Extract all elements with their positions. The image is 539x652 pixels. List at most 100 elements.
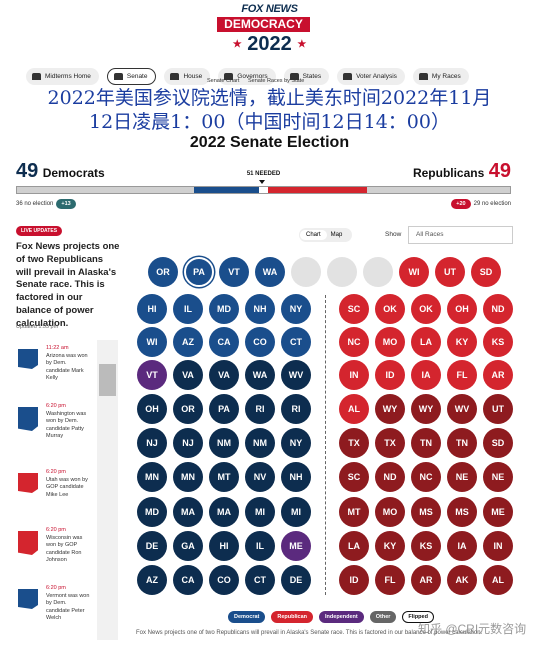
seat: MO xyxy=(375,327,405,357)
feed-text: 6:20 pm Utah was won by GOP candidate Mik… xyxy=(46,469,90,499)
legend: Democrat Republican Independent Other Flippe… xyxy=(228,611,434,623)
legend-item: Independent xyxy=(319,611,364,623)
seat: WV xyxy=(447,394,477,424)
tab-label[interactable]: Midterms Home xyxy=(45,73,91,80)
nav-tab[interactable]: My Races xyxy=(412,68,469,85)
nav: Midterms Home Senate House Governors States V… xyxy=(26,68,469,85)
seat: WI xyxy=(137,327,167,357)
seat: MT xyxy=(339,497,369,527)
right-gain: +20 xyxy=(451,199,471,209)
tab-label[interactable]: States xyxy=(302,73,322,80)
seat: VA xyxy=(209,360,239,390)
seat: LA xyxy=(411,327,441,357)
tab-icon xyxy=(418,73,428,80)
seat: IA xyxy=(411,360,441,390)
bar-segment xyxy=(367,187,510,193)
seat: CO xyxy=(245,327,275,357)
seat: NE xyxy=(483,462,513,492)
seat: PA xyxy=(209,394,239,424)
seat: NJ xyxy=(173,428,203,458)
seat: MS xyxy=(411,497,441,527)
dem-total: 49 Democrats xyxy=(16,160,105,183)
seat: KS xyxy=(483,327,513,357)
tab-icon xyxy=(113,73,123,80)
seat: DE xyxy=(137,531,167,561)
brand: FOX NEWS xyxy=(241,3,298,15)
seat: CA xyxy=(173,565,203,595)
seat: TN xyxy=(411,428,441,458)
seat: IA xyxy=(447,531,477,561)
tab-label[interactable]: Senate xyxy=(126,73,148,80)
brand-year-row: ★ 2022 ★ xyxy=(0,33,539,56)
seat: AL xyxy=(483,565,513,595)
show-label: Show xyxy=(385,231,402,238)
seat: IL xyxy=(173,294,203,324)
title: 2022 Senate Election xyxy=(189,134,350,151)
seat: WA xyxy=(245,360,275,390)
legend-item: Other xyxy=(369,611,397,623)
seat: CA xyxy=(209,327,239,357)
nav-tab[interactable]: Voter Analysis xyxy=(337,68,405,85)
show-select[interactable]: All Races xyxy=(408,226,513,244)
seat xyxy=(363,257,393,287)
tab-label[interactable]: Governors xyxy=(237,73,268,80)
feed-body: Utah was won by GOP candidate Mike Lee xyxy=(46,476,88,498)
seat: SC xyxy=(339,462,369,492)
seat: LA xyxy=(339,531,369,561)
feed-time: 6:20 pm xyxy=(46,585,66,591)
nav-tab[interactable]: Senate xyxy=(106,68,157,85)
seat xyxy=(291,257,321,287)
seat: NH xyxy=(245,294,275,324)
seat: RI xyxy=(281,394,311,424)
seat: DE xyxy=(281,565,311,595)
balance-bar xyxy=(16,186,511,194)
seat: MN xyxy=(137,462,167,492)
seat: HI xyxy=(209,531,239,561)
nav-tab[interactable]: Midterms Home xyxy=(26,68,99,85)
sublink[interactable]: Senate Chart xyxy=(207,78,240,84)
seat: UT xyxy=(435,257,465,287)
rep-total: Republicans 49 xyxy=(413,160,511,183)
overlay-line: 2022年美国参议院选情，截止美东时间2022年11月 xyxy=(47,87,492,109)
seat: NV xyxy=(245,462,275,492)
seat: CT xyxy=(245,565,275,595)
feed-body: Washington was won by Dem. candidate Pat… xyxy=(46,410,87,440)
seat: WA xyxy=(255,257,285,287)
seat: NH xyxy=(281,462,311,492)
tab-label[interactable]: My Races xyxy=(431,73,461,80)
feed-time: 6:20 pm xyxy=(46,403,66,409)
seat: MT xyxy=(209,462,239,492)
toggle-chart[interactable]: Chart xyxy=(300,230,327,240)
seat: NY xyxy=(281,428,311,458)
tab-label[interactable]: House xyxy=(183,73,203,80)
seat: PA xyxy=(184,257,214,287)
seat: KS xyxy=(411,531,441,561)
seat: GA xyxy=(173,531,203,561)
state-thumb xyxy=(18,349,38,369)
seat: IN xyxy=(339,360,369,390)
sublink[interactable]: Senate Races by State xyxy=(248,78,305,84)
seat: UT xyxy=(483,394,513,424)
tab-label[interactable]: Voter Analysis xyxy=(356,73,397,80)
scroll-thumb[interactable] xyxy=(99,364,116,396)
seat: FL xyxy=(375,565,405,595)
seat: OK xyxy=(375,294,405,324)
seat: SD xyxy=(483,428,513,458)
rep-label: Republicans xyxy=(412,166,485,180)
feed-body: Arizona was won by Dem. candidate Mark K… xyxy=(46,352,88,382)
nav-tab[interactable]: House xyxy=(164,68,211,85)
feed-body: Wisconsin was won by GOP candidate Ron J… xyxy=(46,534,83,564)
seat: OR xyxy=(148,257,178,287)
brand-year: 2022 xyxy=(247,33,292,55)
seat: WY xyxy=(411,394,441,424)
feed-item: 6:20 pm Wisconsin was won by GOP candidat… xyxy=(16,527,96,583)
bar-segment xyxy=(258,187,269,193)
bar-segment xyxy=(194,187,259,193)
nav-tab[interactable]: States xyxy=(283,68,330,85)
seat: NM xyxy=(209,428,239,458)
brand-sub: DEMOCRACY xyxy=(217,17,310,32)
toggle-map[interactable]: Map xyxy=(330,232,343,238)
seat: WY xyxy=(375,394,405,424)
nav-tab[interactable]: Governors xyxy=(218,68,276,85)
